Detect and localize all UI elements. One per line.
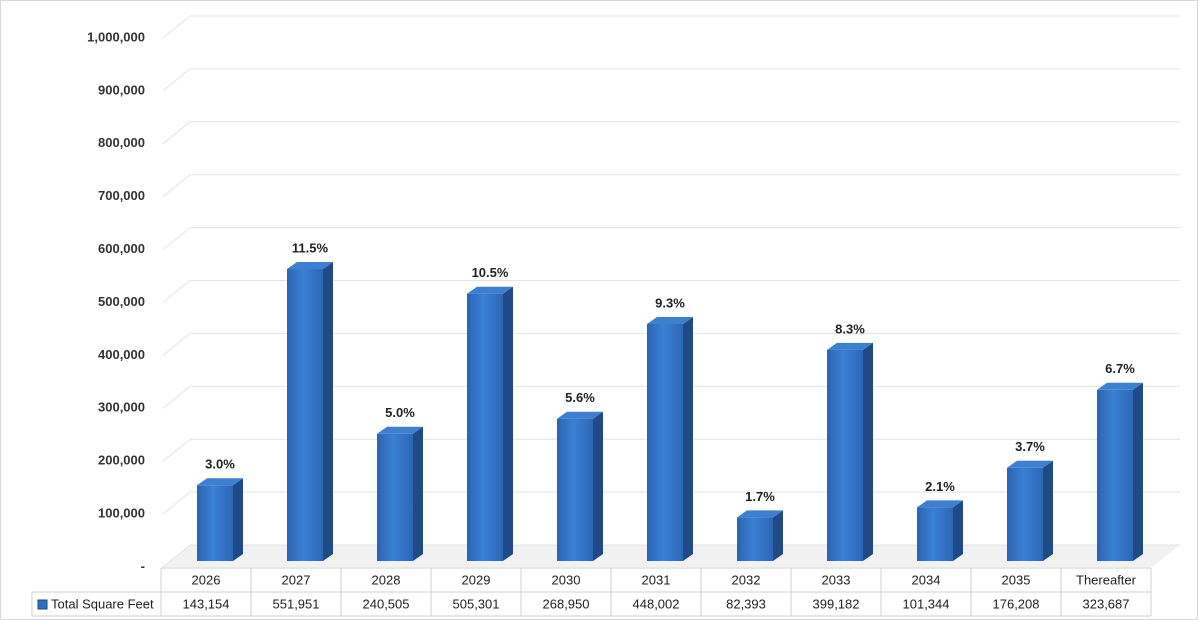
- x-tick-label: 2028: [372, 572, 401, 587]
- bar-side: [233, 478, 243, 561]
- table-value: 323,687: [1083, 596, 1130, 611]
- bar-top: [827, 342, 873, 350]
- y-tick-label: 300,000: [98, 400, 145, 415]
- bar-side: [503, 286, 513, 561]
- y-tick-label: 900,000: [98, 82, 145, 97]
- bar-side: [1043, 460, 1053, 561]
- x-tick-label: 2032: [732, 572, 761, 587]
- bar-label: 5.0%: [385, 405, 415, 420]
- bar-top: [557, 411, 603, 419]
- y-tick-label: 700,000: [98, 188, 145, 203]
- table-value: 82,393: [726, 596, 766, 611]
- x-tick-label: 2029: [462, 572, 491, 587]
- bar: [467, 293, 503, 561]
- bar-top: [647, 317, 693, 325]
- bar-label: 3.0%: [205, 457, 235, 472]
- bar-top: [197, 478, 243, 486]
- bar-label: 11.5%: [292, 240, 329, 255]
- table-value: 143,154: [183, 596, 230, 611]
- table-value: 101,344: [903, 596, 950, 611]
- bar-side: [773, 510, 783, 561]
- grid-line: [162, 121, 1180, 145]
- x-tick-label: 2033: [822, 572, 851, 587]
- bar-label: 8.3%: [835, 321, 865, 336]
- grid-line: [162, 15, 1180, 39]
- x-tick-label: 2031: [642, 572, 671, 587]
- x-tick-label: 2034: [912, 572, 941, 587]
- bar-label: 1.7%: [745, 489, 775, 504]
- bar: [197, 485, 233, 561]
- bar-side: [1133, 382, 1143, 561]
- table-value: 505,301: [453, 596, 500, 611]
- bar: [377, 433, 413, 561]
- grid-line: [162, 332, 1180, 356]
- bar-top: [467, 286, 513, 294]
- y-tick-label: 500,000: [98, 294, 145, 309]
- bar-side: [953, 500, 963, 561]
- table-value: 399,182: [813, 596, 860, 611]
- bar-side: [323, 262, 333, 561]
- bar: [557, 418, 593, 561]
- bar-side: [683, 317, 693, 561]
- bar: [737, 517, 773, 561]
- table-value: 448,002: [633, 596, 680, 611]
- bar-side: [593, 411, 603, 561]
- y-tick-label: -: [141, 558, 145, 573]
- y-tick-label: 600,000: [98, 241, 145, 256]
- bar-label: 3.7%: [1015, 439, 1045, 454]
- y-tick-label: 200,000: [98, 453, 145, 468]
- bar-top: [287, 262, 333, 270]
- table-value: 551,951: [273, 596, 320, 611]
- grid-line: [162, 68, 1180, 92]
- x-tick-label: 2030: [552, 572, 581, 587]
- bar-top: [1007, 460, 1053, 468]
- y-tick-label: 1,000,000: [87, 29, 145, 44]
- table-value: 176,208: [993, 596, 1040, 611]
- bar-label: 5.6%: [565, 390, 595, 405]
- legend-entry: Total Square Feet: [51, 596, 154, 611]
- bar-top: [917, 500, 963, 508]
- bar: [1097, 389, 1133, 561]
- y-tick-label: 100,000: [98, 506, 145, 521]
- grid-line: [162, 227, 1180, 250]
- bar-label: 9.3%: [655, 295, 685, 310]
- bar: [1007, 467, 1043, 561]
- grid-line: [162, 174, 1180, 198]
- y-tick-label: 800,000: [98, 135, 145, 150]
- x-tick-label: Thereafter: [1076, 572, 1137, 587]
- bar-top: [377, 426, 423, 434]
- x-tick-label: 2035: [1002, 572, 1031, 587]
- bar-label: 6.7%: [1105, 361, 1135, 376]
- bar-side: [863, 342, 873, 561]
- table-value: 240,505: [363, 596, 410, 611]
- bar: [827, 349, 863, 561]
- bar-top: [737, 510, 783, 518]
- x-tick-label: 2027: [282, 572, 311, 587]
- x-tick-label: 2026: [192, 572, 221, 587]
- bar: [287, 269, 323, 561]
- bar-label: 2.1%: [925, 479, 955, 494]
- legend-key: [37, 599, 48, 610]
- table-value: 268,950: [543, 596, 590, 611]
- bar: [917, 507, 953, 561]
- grid-line: [162, 280, 1180, 303]
- bar-top: [1097, 382, 1143, 390]
- y-tick-label: 400,000: [98, 347, 145, 362]
- bar-label: 10.5%: [472, 265, 509, 280]
- bar-side: [413, 426, 423, 561]
- bar: [647, 324, 683, 561]
